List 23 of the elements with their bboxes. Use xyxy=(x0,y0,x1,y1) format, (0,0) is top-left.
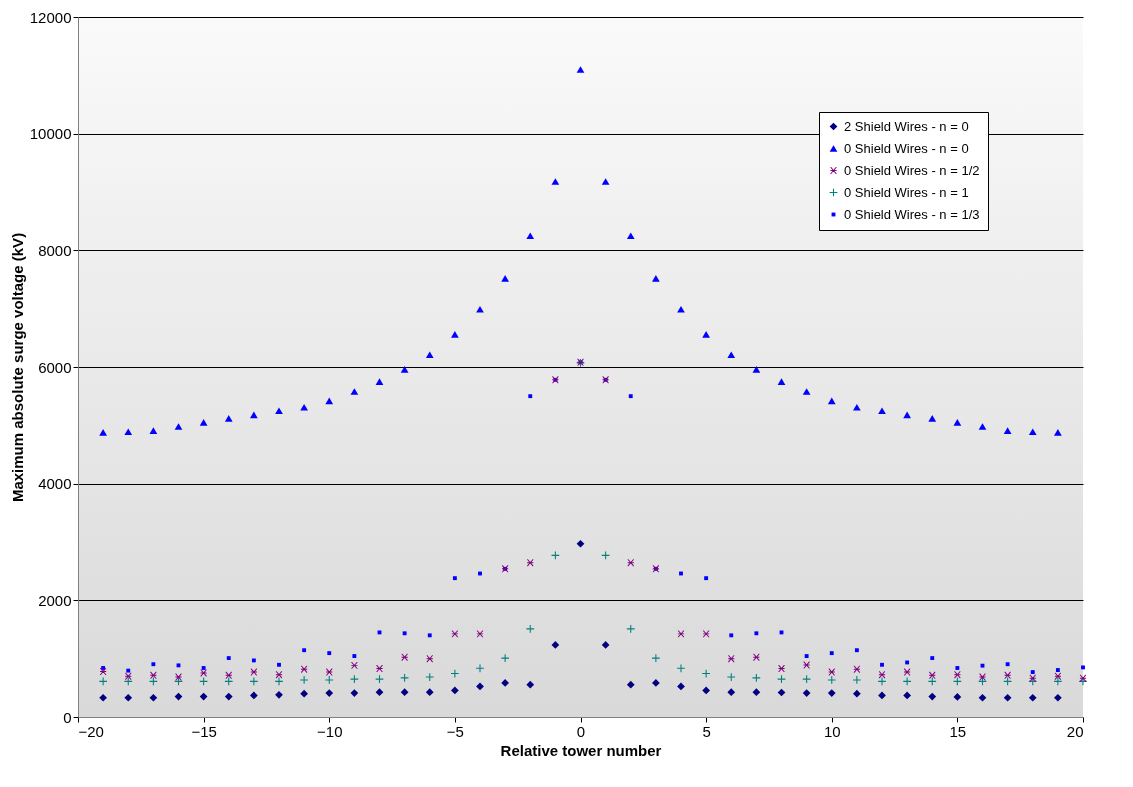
x-tick-label: 0 xyxy=(576,722,586,740)
y-axis-title: Maximum absolute surge voltage (kV) xyxy=(8,232,26,503)
y-tick-label: 10000 xyxy=(29,125,72,143)
x-tick-label: −15 xyxy=(191,722,217,740)
legend-label: 0 Shield Wires - n = 1 xyxy=(844,184,969,200)
x-tick-label: 15 xyxy=(949,722,967,740)
y-tick-label: 8000 xyxy=(38,241,72,259)
legend-label: 0 Shield Wires - n = 1/2 xyxy=(844,162,980,178)
y-tick-label: 4000 xyxy=(38,475,72,493)
y-tick-label: 2000 xyxy=(38,591,72,609)
x-tick-label: −5 xyxy=(446,722,464,740)
x-tick-label: −10 xyxy=(317,722,343,740)
y-tick-label: 6000 xyxy=(38,358,72,376)
x-tick-label: 20 xyxy=(1066,722,1084,740)
legend-label: 0 Shield Wires - n = 0 xyxy=(844,140,969,156)
x-axis-title: Relative tower number xyxy=(500,741,662,759)
x-tick-label: 10 xyxy=(823,722,841,740)
x-tick-label: −20 xyxy=(78,722,104,740)
y-tick-label: 12000 xyxy=(29,8,72,26)
y-tick-label: 0 xyxy=(63,708,72,726)
legend-label: 2 Shield Wires - n = 0 xyxy=(844,118,969,134)
legend-label: 0 Shield Wires - n = 1/3 xyxy=(844,206,980,222)
x-tick-label: 5 xyxy=(702,722,711,740)
